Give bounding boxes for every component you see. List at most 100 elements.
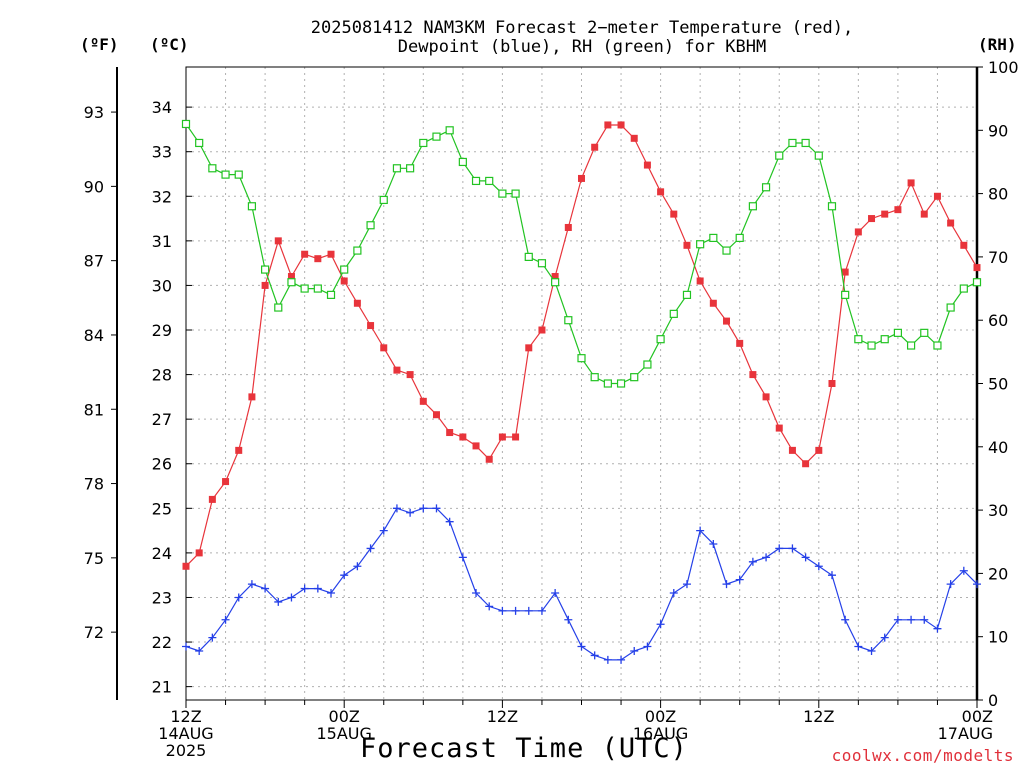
dewpoint-point [485, 602, 494, 611]
temperature-point [841, 268, 849, 276]
x-tick-label: 12Z [487, 707, 518, 726]
dewpoint-point [827, 571, 836, 580]
temperature-point [578, 174, 585, 182]
dewpoint-point [208, 633, 217, 642]
temperature-point [301, 250, 309, 258]
dewpoint-point [735, 575, 744, 584]
temperature-point [933, 192, 941, 200]
temperature-point [591, 143, 599, 151]
dewpoint-point [577, 642, 586, 651]
dewpoint-point [432, 504, 441, 513]
rh-point [616, 379, 626, 388]
temperature-point [380, 344, 388, 352]
temperature-point [749, 371, 757, 379]
dewpoint-point [564, 615, 573, 624]
temperature-point [393, 366, 401, 374]
rh-point [274, 303, 283, 312]
dewpoint-point [656, 620, 665, 629]
fahrenheit-tick-label: 90 [84, 177, 104, 196]
rh-point [181, 119, 191, 129]
dewpoint-point [801, 553, 810, 562]
dewpoint-point [893, 615, 902, 624]
dewpoint-point [907, 615, 916, 624]
rh-tick-label: 60 [988, 311, 1008, 330]
rh-point [603, 379, 612, 388]
rh-point [972, 278, 982, 287]
temperature-point [314, 255, 322, 263]
temperature-point [762, 393, 770, 401]
celsius-tick-label: 33 [152, 143, 172, 162]
rh-point [300, 284, 309, 293]
dewpoint-point [590, 651, 599, 660]
rh-point [287, 278, 296, 287]
dewpoint-point [313, 584, 322, 593]
temperature-point [208, 495, 216, 503]
fahrenheit-tick-label: 75 [84, 549, 104, 568]
rh-tick-label: 30 [988, 501, 1008, 520]
dewpoint-point [392, 504, 401, 513]
temperature-point [446, 429, 454, 437]
dewpoint-point [617, 655, 626, 664]
dewpoint-point [379, 526, 388, 535]
dewpoint-point [959, 566, 968, 575]
rh-point [326, 290, 336, 299]
dewpoint-point [775, 544, 784, 553]
temperature-point [617, 121, 625, 129]
dewpoint-point [472, 589, 481, 598]
temperature-point [222, 478, 230, 486]
rh-point [379, 195, 388, 205]
rh-tick-label: 10 [988, 628, 1008, 647]
dewpoint-point [880, 633, 889, 642]
rh-point [946, 303, 955, 312]
temperature-point [736, 339, 744, 347]
rh-point [208, 164, 217, 173]
temperature-point [525, 344, 533, 352]
x-tick-label: 00Z [962, 707, 993, 726]
rh-point [485, 176, 494, 186]
rh-point [656, 335, 665, 344]
rh-point [590, 373, 599, 382]
x-tick-label: 12Z [170, 707, 201, 726]
dewpoint-point [933, 624, 942, 633]
temperature-point [657, 188, 665, 196]
dewpoint-point [182, 642, 190, 651]
rh-point [722, 246, 731, 255]
dewpoint-point [287, 593, 296, 602]
dewpoint-point [195, 646, 204, 655]
dewpoint-point [551, 589, 560, 598]
rh-point [643, 360, 652, 369]
dewpoint-point [643, 642, 652, 651]
rh-point [221, 170, 230, 179]
rh-point [445, 126, 454, 135]
celsius-tick-label: 27 [152, 410, 172, 429]
rh-point [669, 309, 678, 318]
dewpoint-point [682, 580, 691, 589]
temperature-point [973, 264, 981, 272]
rh-point [748, 202, 757, 211]
dewpoint-point [867, 646, 876, 655]
dewpoint-point [722, 580, 731, 589]
celsius-tick-label: 30 [152, 276, 172, 295]
dewpoint-point [274, 597, 283, 606]
temperature-point [828, 380, 836, 387]
dewpoint-point [247, 580, 256, 589]
rh-point [788, 138, 797, 148]
celsius-tick-label: 23 [152, 588, 172, 607]
celsius-tick-label: 24 [152, 544, 172, 563]
rh-point [419, 138, 428, 148]
rh-axis-unit: (RH) [978, 35, 1017, 54]
rh-point [775, 151, 784, 160]
fahrenheit-tick-label: 84 [84, 326, 104, 345]
dewpoint-point [854, 642, 863, 651]
temperature-point [274, 237, 282, 245]
temperature-point [459, 433, 467, 441]
dewpoint-point [261, 584, 270, 593]
dewpoint-point [709, 539, 718, 548]
rh-point [353, 246, 362, 255]
temperature-point [419, 397, 427, 405]
temperature-point [182, 562, 190, 570]
rh-point [682, 290, 692, 299]
rh-point [551, 278, 560, 287]
rh-tick-label: 0 [988, 691, 998, 710]
